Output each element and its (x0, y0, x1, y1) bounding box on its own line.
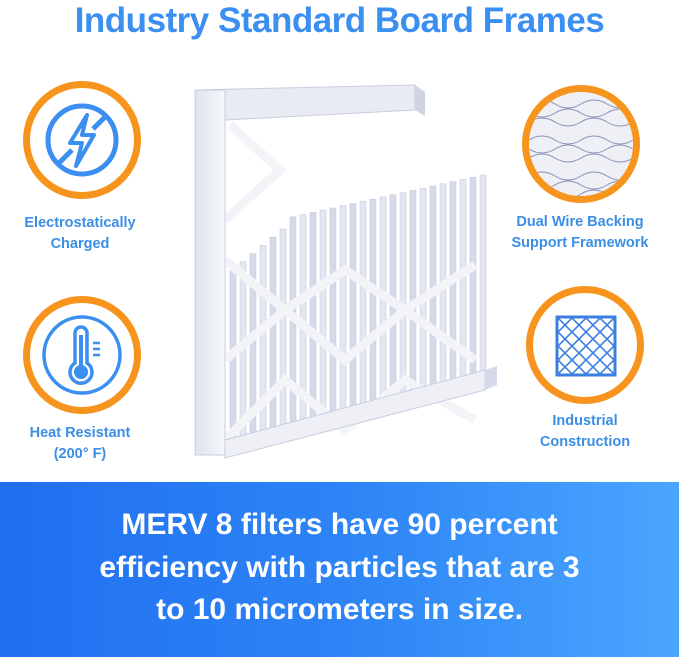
filter-pleat (469, 176, 477, 381)
label-line: (200° F) (53, 446, 107, 462)
feature-label-electrostatic: Electrostatically Charged (0, 213, 170, 255)
filter-pleat (409, 190, 417, 397)
banner-text: MERV 8 filters have 90 percent efficienc… (0, 504, 679, 632)
filter-pleat (339, 205, 347, 416)
banner-line: MERV 8 filters have 90 percent (121, 508, 558, 541)
filter-pleat (269, 236, 277, 435)
no-static-lightning-icon (45, 103, 119, 177)
industrial-icon-badge (526, 286, 644, 404)
banner-line: to 10 micrometers in size. (156, 593, 523, 626)
label-line: Electrostatically (24, 215, 136, 231)
filter-pleat (349, 203, 357, 413)
filter-pleat (309, 212, 317, 424)
feature-label-wire-backing: Dual Wire Backing Support Framework (490, 212, 670, 254)
filter-pleat (319, 209, 327, 421)
label-line: Support Framework (511, 235, 649, 251)
heat-icon-badge (23, 296, 141, 414)
label-line: Industrial (552, 413, 618, 429)
merv-info-banner: MERV 8 filters have 90 percent efficienc… (0, 482, 679, 657)
wire-mesh-closeup-icon (529, 92, 633, 196)
filter-pleat (369, 198, 377, 408)
thermometer-icon (42, 315, 122, 395)
page-title: Industry Standard Board Frames (74, 1, 605, 40)
filter-pleat (479, 174, 487, 378)
wire-backing-icon-badge (522, 85, 640, 203)
feature-label-heat: Heat Resistant (200° F) (0, 423, 170, 465)
filter-pleat (399, 192, 407, 400)
filter-pleat (329, 207, 337, 419)
label-line: Construction (539, 434, 631, 450)
feature-label-industrial: Industrial Construction (495, 411, 675, 453)
filter-pleat (279, 228, 287, 432)
label-line: Dual Wire Backing (516, 214, 644, 230)
filter-pleat (419, 187, 427, 394)
label-line: Charged (50, 236, 110, 252)
label-line: Heat Resistant (29, 425, 131, 441)
electrostatic-icon-badge (23, 81, 141, 199)
banner-line: efficiency with particles that are 3 (99, 550, 580, 584)
grid-frame-icon (555, 315, 617, 377)
air-filter-illustration (194, 84, 497, 459)
filter-pleat (359, 201, 367, 411)
